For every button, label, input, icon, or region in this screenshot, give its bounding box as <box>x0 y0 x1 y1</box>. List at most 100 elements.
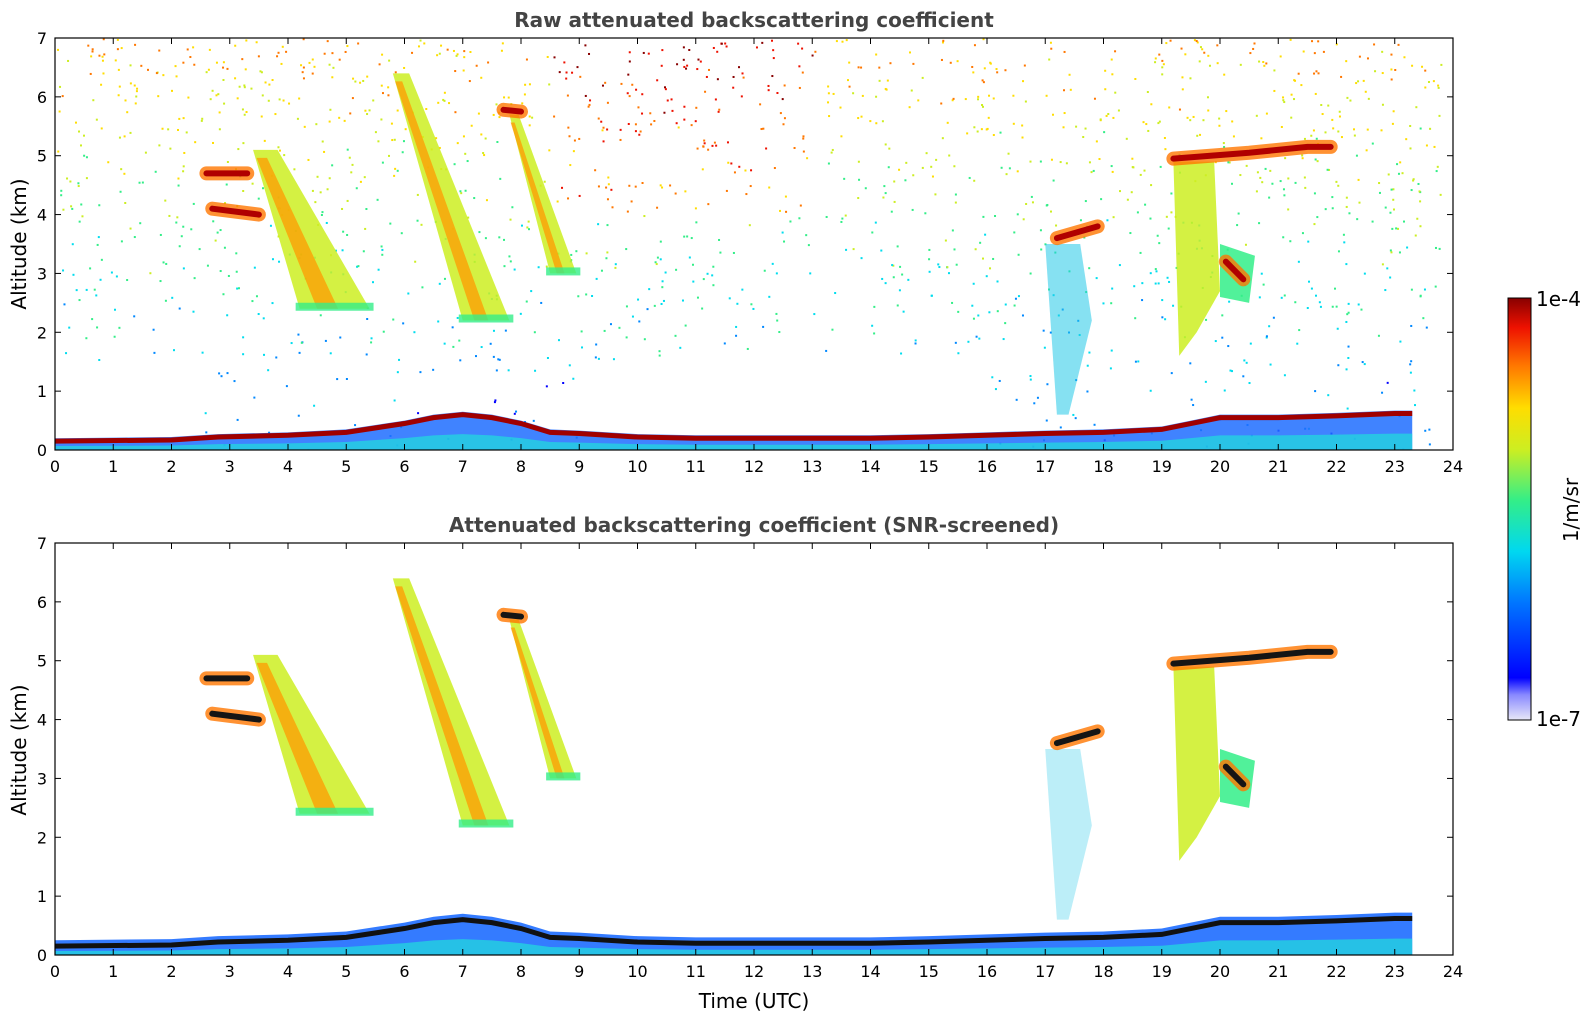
noise-pixel <box>1186 116 1189 119</box>
noise-pixel <box>683 118 686 121</box>
noise-pixel <box>170 89 173 92</box>
noise-pixel <box>806 157 809 160</box>
noise-pixel <box>634 130 637 133</box>
noise-pixel <box>302 66 305 69</box>
noise-pixel <box>968 176 971 179</box>
noise-pixel <box>483 154 486 157</box>
noise-pixel <box>244 68 247 71</box>
noise-pixel <box>328 177 331 180</box>
noise-pixel <box>725 189 728 192</box>
noise-pixel <box>157 95 160 98</box>
noise-pixel <box>257 197 260 200</box>
noise-pixel <box>860 66 863 69</box>
x-tick-label: 1 <box>108 962 118 981</box>
noise-pixel <box>845 248 848 251</box>
noise-pixel <box>175 75 178 78</box>
noise-pixel <box>891 264 894 267</box>
noise-pixel <box>765 147 768 150</box>
noise-pixel <box>801 71 804 74</box>
noise-pixel <box>1328 168 1331 171</box>
noise-pixel <box>828 115 831 118</box>
noise-pixel <box>455 54 458 57</box>
noise-pixel <box>1223 146 1226 149</box>
noise-pixel <box>1139 251 1142 254</box>
noise-pixel <box>325 221 328 224</box>
noise-pixel <box>801 47 804 50</box>
noise-pixel <box>1249 342 1252 345</box>
noise-pixel <box>120 47 123 50</box>
noise-pixel <box>661 286 664 289</box>
noise-pixel <box>226 160 229 163</box>
noise-pixel <box>280 62 283 65</box>
noise-pixel <box>953 248 956 251</box>
noise-pixel <box>531 116 534 119</box>
noise-pixel <box>1168 280 1171 283</box>
noise-pixel <box>1161 316 1164 319</box>
noise-pixel <box>251 300 254 303</box>
top-chart-title: Raw attenuated backscattering coefficien… <box>514 8 994 32</box>
noise-pixel <box>534 369 537 372</box>
noise-pixel <box>177 177 180 180</box>
noise-pixel <box>707 203 710 206</box>
x-tick-label: 12 <box>744 457 764 476</box>
noise-pixel <box>1378 182 1381 185</box>
y-tick-label: 2 <box>37 828 47 847</box>
x-tick-label: 23 <box>1385 457 1405 476</box>
noise-pixel <box>1301 232 1304 235</box>
noise-pixel <box>1090 171 1093 174</box>
noise-pixel <box>726 141 729 144</box>
noise-pixel <box>655 263 658 266</box>
noise-pixel <box>277 51 280 54</box>
noise-pixel <box>1340 136 1343 139</box>
noise-pixel <box>977 98 980 101</box>
noise-pixel <box>561 186 564 189</box>
raw-backscatter-panel: Raw attenuated backscattering coefficien… <box>7 8 1463 476</box>
noise-pixel <box>716 78 719 81</box>
noise-pixel <box>996 280 999 283</box>
noise-pixel <box>1264 167 1267 170</box>
noise-pixel <box>634 185 637 188</box>
noise-pixel <box>278 260 281 263</box>
noise-pixel <box>661 49 664 52</box>
noise-pixel <box>365 208 368 211</box>
noise-pixel <box>458 339 461 342</box>
noise-pixel <box>762 325 765 328</box>
noise-pixel <box>669 184 672 187</box>
noise-pixel <box>1204 380 1207 383</box>
noise-pixel <box>594 169 597 172</box>
noise-pixel <box>144 151 147 154</box>
noise-pixel <box>707 148 710 151</box>
noise-pixel <box>827 85 830 88</box>
noise-pixel <box>1347 345 1350 348</box>
noise-pixel <box>1384 206 1387 209</box>
noise-pixel <box>841 40 844 43</box>
noise-pixel <box>928 270 931 273</box>
noise-pixel <box>1412 178 1415 181</box>
noise-pixel <box>352 77 355 80</box>
noise-pixel <box>1392 208 1395 211</box>
noise-pixel <box>884 143 887 146</box>
noise-pixel <box>702 278 705 281</box>
cloud-layer-core <box>1222 258 1247 283</box>
noise-pixel <box>1063 50 1066 53</box>
noise-pixel <box>553 115 556 118</box>
noise-pixel <box>1389 276 1392 279</box>
noise-pixel <box>869 120 872 123</box>
noise-pixel <box>1013 304 1016 307</box>
noise-pixel <box>779 209 782 212</box>
noise-pixel <box>931 175 934 178</box>
noise-pixel <box>381 161 384 164</box>
noise-pixel <box>212 141 215 144</box>
noise-pixel <box>381 53 384 56</box>
noise-pixel <box>456 53 459 56</box>
noise-pixel <box>453 163 456 166</box>
noise-pixel <box>402 322 405 325</box>
noise-pixel <box>597 117 600 120</box>
noise-pixel <box>1106 219 1109 222</box>
noise-pixel <box>954 201 957 204</box>
noise-pixel <box>1358 55 1361 58</box>
cloud-column-body <box>1173 666 1220 861</box>
noise-pixel <box>660 302 663 305</box>
noise-pixel <box>718 238 721 241</box>
noise-pixel <box>78 299 81 302</box>
